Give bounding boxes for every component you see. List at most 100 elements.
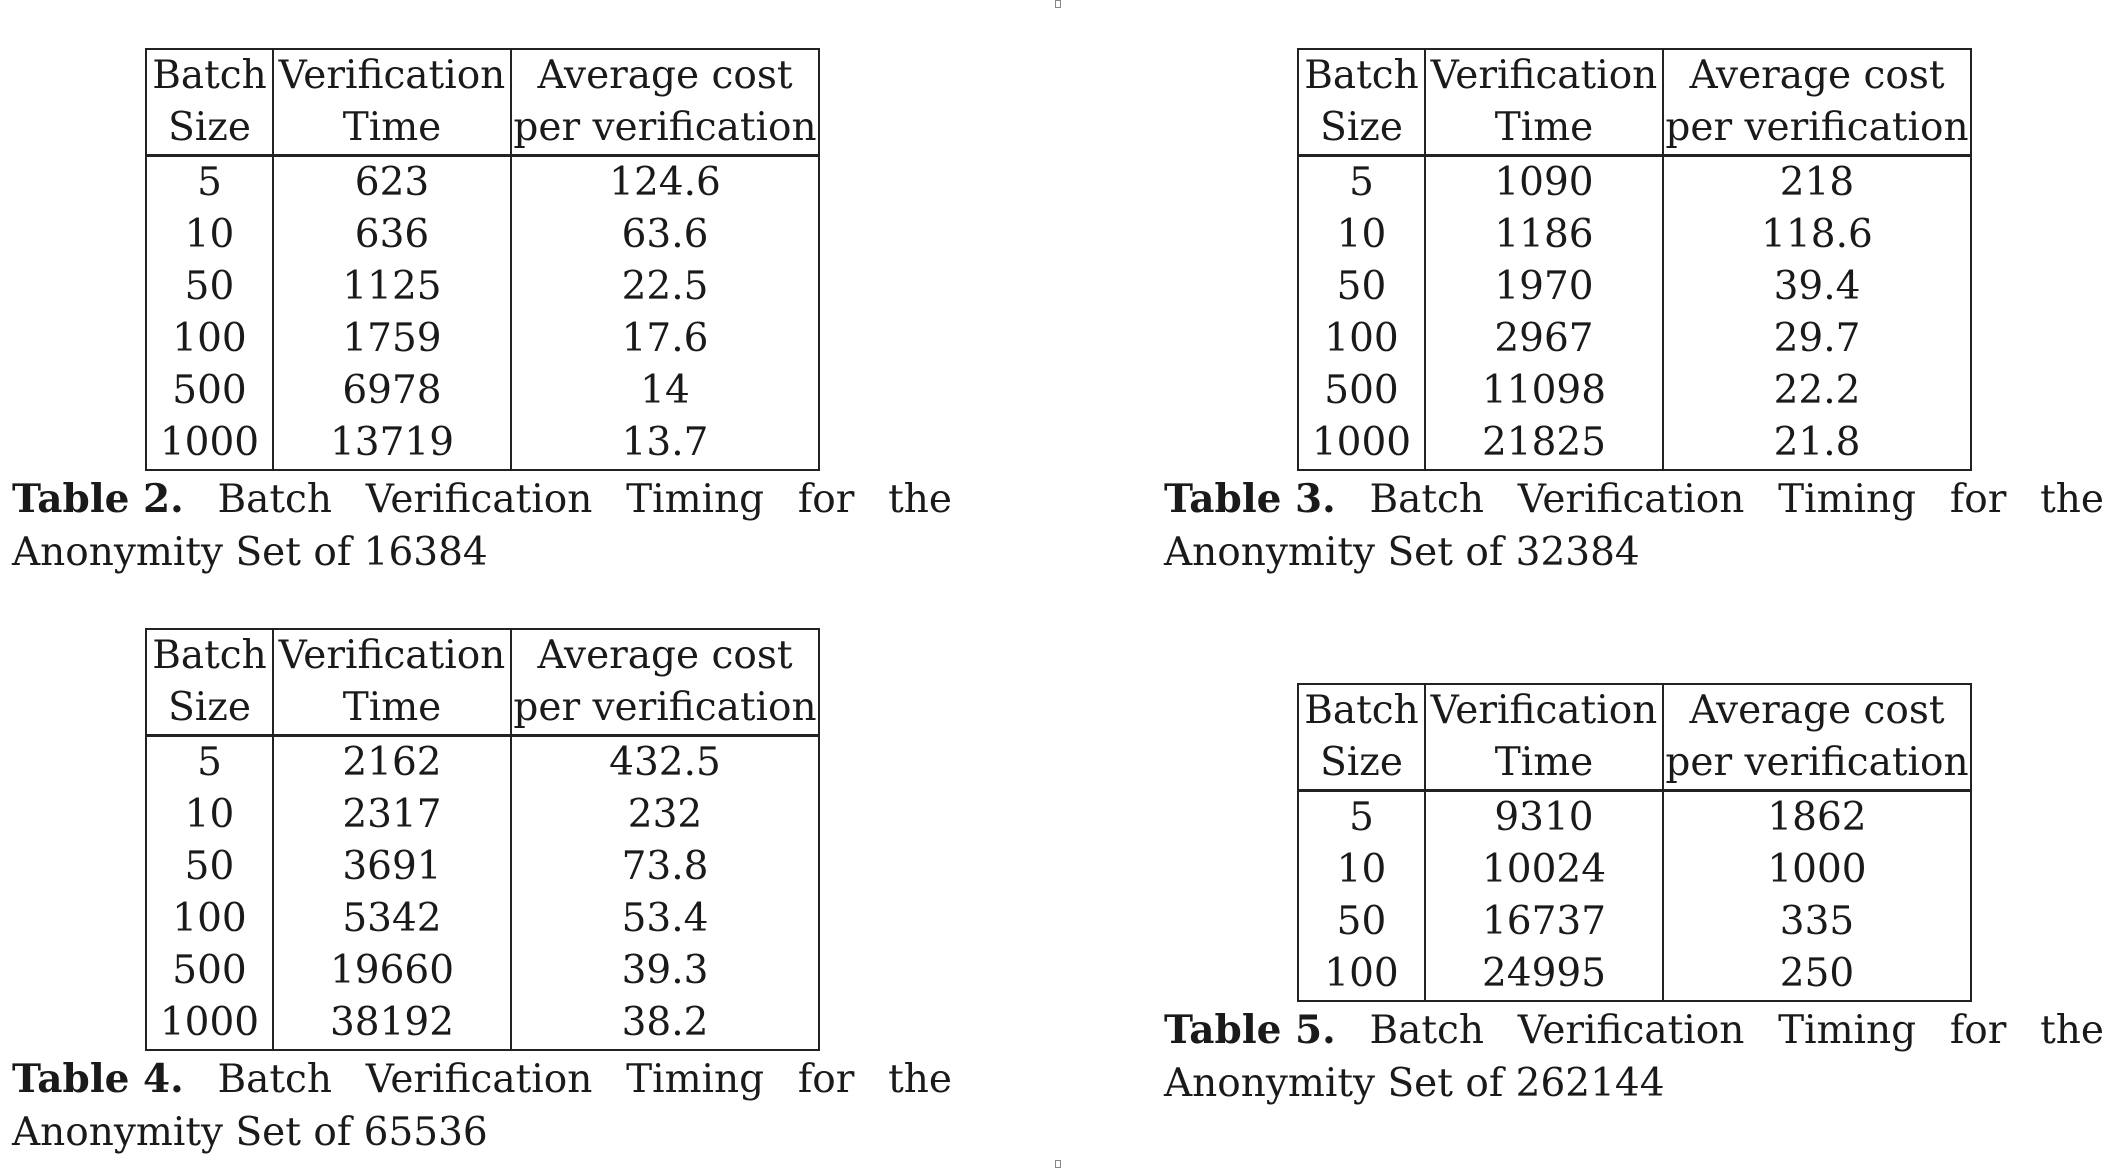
table-header-row: Size Time per verification (1297, 737, 1972, 792)
column-header: Average cost (510, 48, 820, 102)
column-header: Verification (272, 628, 512, 682)
table-cell: 2967 (1424, 313, 1664, 365)
table-cell: 10024 (1424, 844, 1664, 896)
caption-word: Verification (365, 1057, 593, 1102)
timing-table: Batch Verification Average cost Size Tim… (1297, 48, 1972, 471)
column-header: Batch (145, 628, 274, 682)
table-row: 50 3691 73.8 (145, 841, 820, 893)
table-row: 10 1186 118.6 (1297, 209, 1972, 261)
caption-line-2: Anonymity Set of 262144 (1164, 1061, 1665, 1106)
caption-word: Timing (626, 477, 765, 522)
column-header: Size (145, 102, 274, 157)
table-cell: 1186 (1424, 209, 1664, 261)
column-header: Size (1297, 102, 1426, 157)
caption-word: for (1949, 477, 2007, 522)
table-row: 10 2317 232 (145, 789, 820, 841)
caption-word: Verification (1517, 477, 1745, 522)
column-header: Batch (1297, 683, 1426, 737)
column-header: Time (272, 102, 512, 157)
caption-word: the (888, 1057, 952, 1102)
table-cell: 1090 (1424, 155, 1664, 209)
table-row: 500 6978 14 (145, 365, 820, 417)
table-cell: 38.2 (510, 997, 820, 1051)
column-header: Average cost (510, 628, 820, 682)
column-header: Verification (1424, 683, 1664, 737)
table-cell: 124.6 (510, 155, 820, 209)
table-cell: 21825 (1424, 417, 1664, 471)
table-cell: 636 (272, 209, 512, 261)
column-header: per verification (1662, 737, 1972, 792)
timing-table: Batch Verification Average cost Size Tim… (1297, 683, 1972, 1002)
table-cell: 5 (145, 155, 274, 209)
table-cell: 1125 (272, 261, 512, 313)
caption-label: Table 3. (1164, 476, 1336, 522)
table-cell: 118.6 (1662, 209, 1972, 261)
column-header: Batch (1297, 48, 1426, 102)
table-caption: Table 4. Batch Verification Timing for t… (12, 1053, 952, 1159)
table-cell: 6978 (272, 365, 512, 417)
column-header: Average cost (1662, 683, 1972, 737)
table-block-3: Batch Verification Average cost Size Tim… (1164, 48, 2104, 579)
table-header-row: Size Time per verification (1297, 102, 1972, 157)
table-cell: 9310 (1424, 790, 1664, 844)
table-cell: 5 (1297, 790, 1426, 844)
table-header-row: Batch Verification Average cost (1297, 683, 1972, 737)
table-cell: 100 (1297, 948, 1426, 1002)
table-cell: 1000 (1662, 844, 1972, 896)
table-row: 1000 21825 21.8 (1297, 417, 1972, 471)
table-cell: 623 (272, 155, 512, 209)
caption-word: for (1949, 1008, 2007, 1053)
table-cell: 1759 (272, 313, 512, 365)
table-cell: 100 (145, 893, 274, 945)
timing-table: Batch Verification Average cost Size Tim… (145, 48, 820, 471)
table-cell: 10 (145, 789, 274, 841)
caption-word: Batch (217, 1057, 333, 1102)
table-cell: 1000 (145, 417, 274, 471)
table-cell: 22.2 (1662, 365, 1972, 417)
column-header: Time (1424, 737, 1664, 792)
table-row: 100 24995 250 (1297, 948, 1972, 1002)
table-caption: Table 2. Batch Verification Timing for t… (12, 473, 952, 579)
column-header: Verification (272, 48, 512, 102)
column-header: per verification (510, 102, 820, 157)
table-cell: 13719 (272, 417, 512, 471)
caption-word: for (797, 477, 855, 522)
caption-label: Table 4. (12, 1056, 184, 1102)
table-cell: 232 (510, 789, 820, 841)
table-cell: 39.4 (1662, 261, 1972, 313)
table-row: 500 11098 22.2 (1297, 365, 1972, 417)
table-cell: 218 (1662, 155, 1972, 209)
table-row: 5 1090 218 (1297, 155, 1972, 209)
table-cell: 13.7 (510, 417, 820, 471)
table-header-row: Batch Verification Average cost (145, 628, 820, 682)
column-header: Time (272, 682, 512, 737)
table-cell: 10 (1297, 209, 1426, 261)
table-cell: 73.8 (510, 841, 820, 893)
caption-line-2: Anonymity Set of 32384 (1164, 530, 1640, 575)
page-marker-top (1055, 0, 1061, 8)
caption-word: Verification (365, 477, 593, 522)
table-cell: 10 (145, 209, 274, 261)
table-row: 50 1970 39.4 (1297, 261, 1972, 313)
caption-label: Table 2. (12, 476, 184, 522)
table-cell: 50 (145, 261, 274, 313)
caption-line-2: Anonymity Set of 65536 (12, 1110, 488, 1155)
table-cell: 10 (1297, 844, 1426, 896)
table-cell: 432.5 (510, 735, 820, 789)
table-header-row: Size Time per verification (145, 682, 820, 737)
table-cell: 100 (145, 313, 274, 365)
table-row: 50 1125 22.5 (145, 261, 820, 313)
caption-label: Table 5. (1164, 1007, 1336, 1053)
table-row: 100 1759 17.6 (145, 313, 820, 365)
table-cell: 17.6 (510, 313, 820, 365)
caption-word: for (797, 1057, 855, 1102)
table-cell: 14 (510, 365, 820, 417)
table-cell: 50 (145, 841, 274, 893)
table-cell: 50 (1297, 896, 1426, 948)
table-row: 5 2162 432.5 (145, 735, 820, 789)
table-cell: 3691 (272, 841, 512, 893)
table-cell: 38192 (272, 997, 512, 1051)
table-cell: 24995 (1424, 948, 1664, 1002)
table-cell: 5342 (272, 893, 512, 945)
table-row: 5 623 124.6 (145, 155, 820, 209)
